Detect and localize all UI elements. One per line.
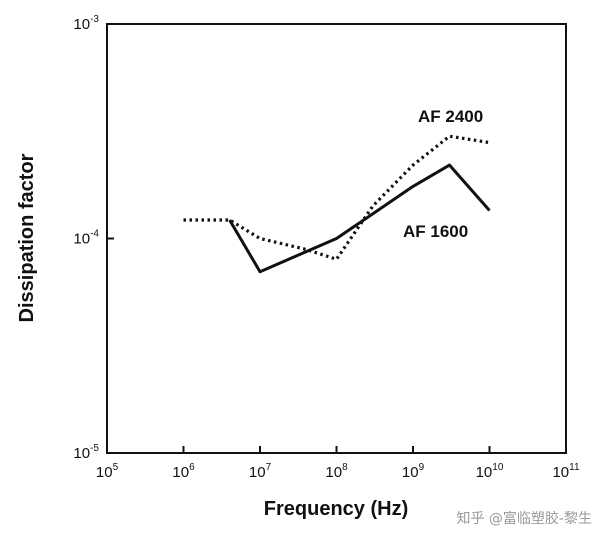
x-tick-label: 106 [172, 462, 195, 481]
x-tick-label: 1010 [476, 462, 504, 481]
x-tick-label: 107 [249, 462, 272, 481]
series-layer [183, 134, 491, 274]
x-axis-title: Frequency (Hz) [264, 498, 408, 520]
y-tick-label: 10-4 [73, 229, 99, 248]
x-tick-label: 108 [325, 462, 348, 481]
x-tick-label: 105 [96, 462, 119, 481]
y-axis-title: Dissipation factor [16, 153, 38, 322]
series-line-af1600 [228, 163, 491, 274]
series-label-af1600: AF 1600 [403, 222, 468, 241]
y-axis-ticks: 10-5 10-4 10-3 [73, 14, 114, 462]
x-tick-label: 1011 [552, 462, 580, 481]
x-axis-ticks: 105 106 107 108 109 1010 1011 [96, 446, 580, 481]
y-tick-label: 10-5 [73, 443, 99, 462]
watermark-text: 知乎 @富临塑胶-黎生 [456, 511, 592, 527]
y-tick-label: 10-3 [73, 14, 99, 33]
series-label-af2400: AF 2400 [418, 107, 483, 126]
x-tick-label: 109 [402, 462, 425, 481]
series-line-af2400 [183, 134, 490, 261]
